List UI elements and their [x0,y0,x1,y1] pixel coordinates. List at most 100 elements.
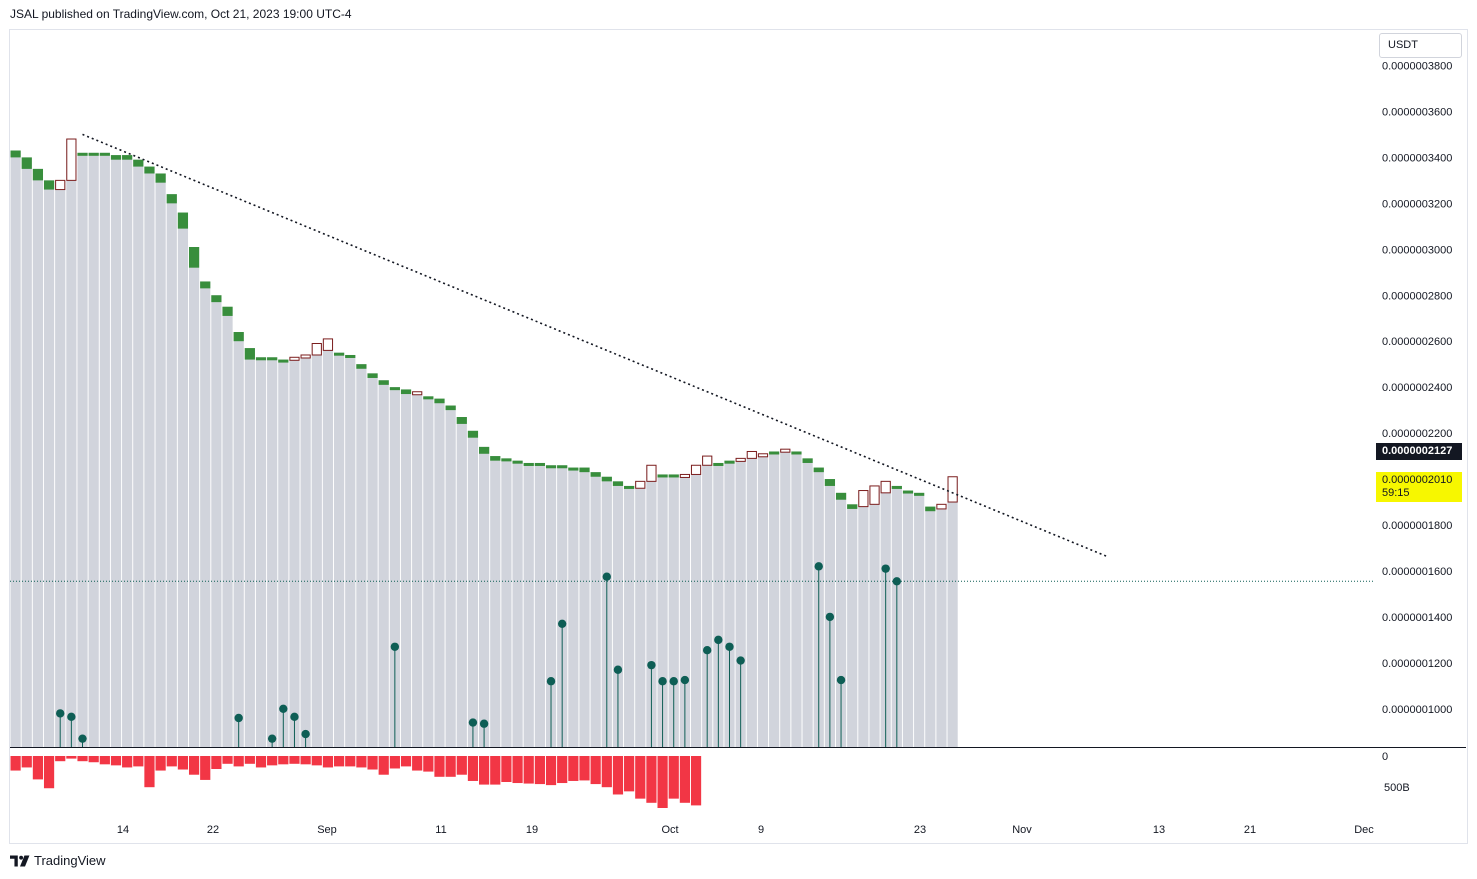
low-marker [669,677,678,686]
price-column-bar [367,373,378,747]
candle-body-up [936,503,947,510]
price-column-bar [612,481,624,747]
candle-body-down [891,485,902,489]
price-column-bar [858,490,869,747]
candle-body-down [902,490,914,494]
footer-brand[interactable]: TradingView [10,853,106,868]
candle-body-up [322,338,334,351]
time-tick-label: 22 [207,824,219,836]
price-column-bar [267,357,278,747]
candle-body-down [769,451,780,455]
time-tick-label: Nov [1012,824,1032,836]
price-column-bar [300,354,311,747]
price-tick-label: 0.0000003000 [1382,244,1452,256]
candle-body-down [233,332,244,342]
candle-body-down [400,389,412,395]
price-column-bar [122,155,133,748]
price-tick-label: 0.0000001400 [1382,612,1452,624]
price-column-bar [490,456,501,747]
currency-label[interactable]: USDT [1379,33,1462,58]
low-marker [836,675,846,685]
last-close-price-tag: 0.0000002127 [1376,443,1462,460]
volume-bar [222,756,233,764]
price-column-bar [188,247,200,747]
volume-bar [635,756,646,799]
volume-bar [568,756,579,781]
volume-bar [110,756,122,766]
price-column-bar [869,485,880,747]
candle-body-down [456,417,467,424]
candle-body-down [490,456,501,461]
price-column-bar [534,462,545,747]
price-column-bar [177,212,189,748]
price-column-bar [713,462,724,747]
candle-body-up [702,455,713,466]
candle-body-down [10,150,21,158]
price-column-bar [791,451,802,747]
price-column-bar [557,465,568,747]
candle-body-down [512,460,523,464]
candle-body-up [646,464,657,482]
candle-body-down [557,465,568,469]
volume-bar [579,756,590,781]
candle-body-down [612,481,624,486]
candle-body-down [278,359,289,363]
volume-bar [545,756,557,786]
low-marker [267,734,277,743]
volume-bar [356,756,367,768]
price-column-bar [936,504,947,747]
candle-body-down [77,152,88,156]
candle-body-up [869,485,880,505]
price-column-bar [847,504,858,747]
volume-bar [300,756,311,765]
low-marker [725,642,734,651]
price-column-bar [925,506,936,747]
low-marker [658,677,667,686]
price-column-bar [244,348,255,747]
low-marker [479,719,489,728]
volume-bar [99,756,110,765]
price-column-bar [155,173,166,748]
price-tick-label: 0.0000001600 [1382,566,1452,578]
volume-bar [144,756,155,788]
candle-body-down [668,474,679,478]
low-marker [892,577,902,586]
candle-body-down [467,430,479,438]
price-column-bar [646,465,657,747]
price-tick-label: 0.0000001000 [1382,704,1452,716]
price-column-bar [110,155,122,748]
volume-bar [534,756,545,785]
volume-bar [512,756,523,784]
low-marker [602,572,611,581]
publish-header: JSAL published on TradingView.com, Oct 2… [10,7,352,21]
price-column-bar [757,453,769,747]
volume-bar [590,756,601,785]
low-marker [234,713,243,723]
candle-body-down [813,467,824,473]
candle-body-down [534,462,545,466]
price-tick-label: 0.0000001800 [1382,520,1452,532]
volume-bar [244,756,255,764]
candle-body-down [601,476,612,482]
low-marker [67,712,76,722]
volume-tick-label: 500B [1384,782,1410,794]
price-column-bar [378,380,389,747]
volume-bar [434,756,445,777]
candle-body-down [378,380,389,385]
low-marker [647,660,656,670]
candle-body-down [914,492,925,496]
low-marker [301,729,310,739]
price-column-bar [501,458,512,747]
volume-bar [255,756,267,768]
price-column-bar [133,159,144,747]
candle-body-down [445,405,456,411]
low-marker [613,665,623,674]
volume-bar [311,756,322,766]
price-column-bar [333,352,345,747]
candle-body-up [635,480,646,489]
volume-bar [557,756,568,784]
volume-bar [501,756,512,782]
price-column-bar [624,485,635,747]
price-column-bar [99,152,110,747]
